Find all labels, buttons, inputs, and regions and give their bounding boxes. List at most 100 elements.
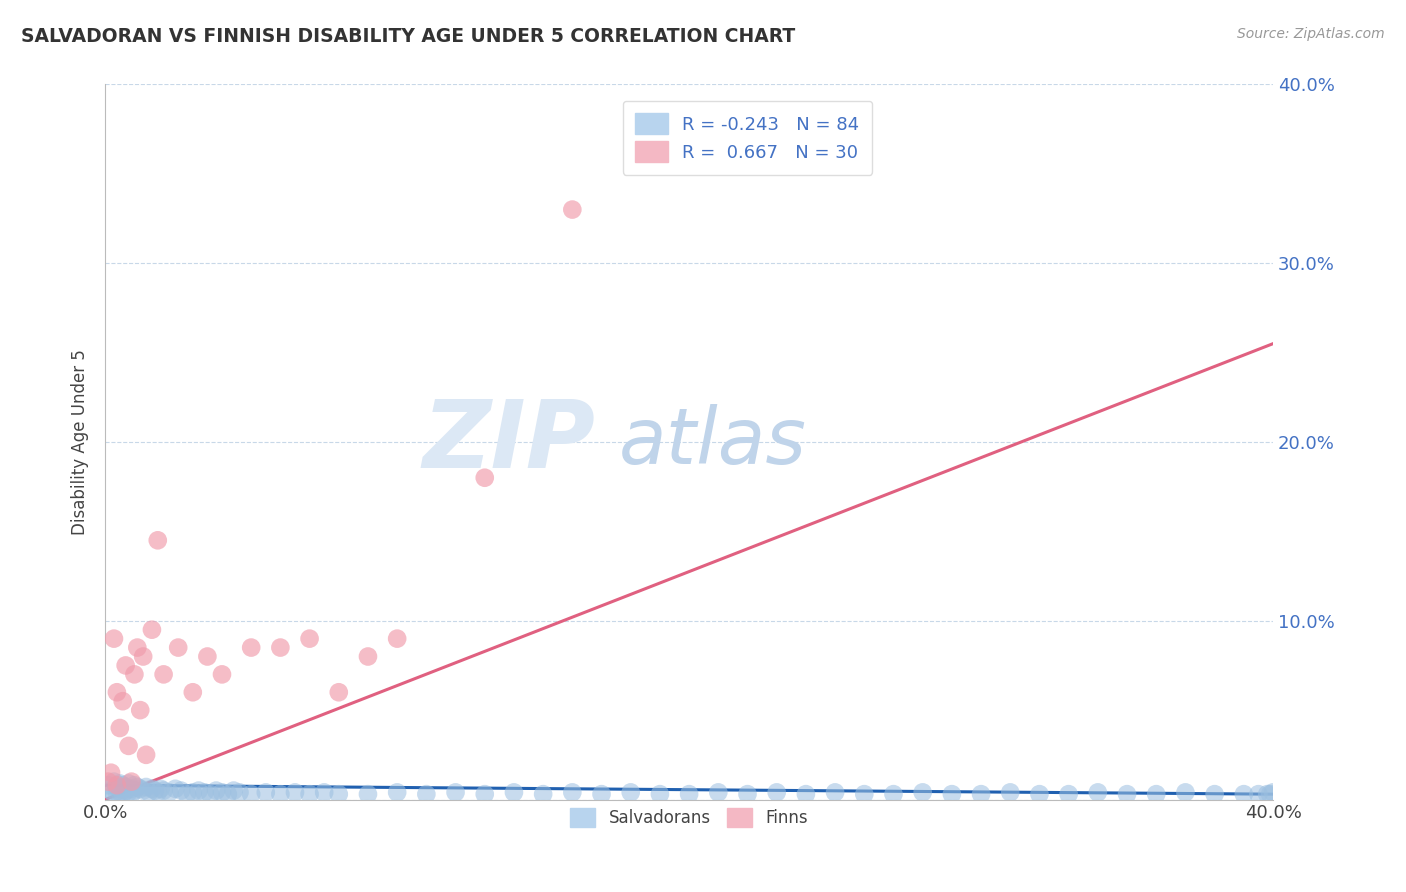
Point <box>121 781 143 796</box>
Point <box>385 632 408 646</box>
Point <box>284 785 307 799</box>
Point <box>114 780 136 794</box>
Point <box>1256 787 1278 801</box>
Point <box>117 776 139 790</box>
Point <box>970 787 993 801</box>
Point <box>737 787 759 801</box>
Point <box>678 787 700 801</box>
Point <box>1247 787 1270 801</box>
Point <box>111 694 134 708</box>
Point <box>167 640 190 655</box>
Point <box>1261 785 1284 799</box>
Point <box>415 787 437 801</box>
Point <box>121 787 143 801</box>
Point <box>143 783 166 797</box>
Point <box>357 649 380 664</box>
Point <box>127 780 149 794</box>
Point <box>1144 787 1167 801</box>
Point <box>132 649 155 664</box>
Point <box>1000 785 1022 799</box>
Point <box>1233 787 1256 801</box>
Point <box>159 785 181 799</box>
Point <box>105 785 128 799</box>
Point <box>385 785 408 799</box>
Point <box>474 787 496 801</box>
Point <box>152 783 174 797</box>
Point <box>474 471 496 485</box>
Point <box>121 774 143 789</box>
Point <box>138 785 160 799</box>
Point <box>129 703 152 717</box>
Point <box>124 778 146 792</box>
Point <box>181 685 204 699</box>
Point <box>170 783 193 797</box>
Point <box>648 787 671 801</box>
Point <box>124 783 146 797</box>
Point <box>146 785 169 799</box>
Legend: Salvadorans, Finns: Salvadorans, Finns <box>564 802 815 834</box>
Point <box>108 785 131 799</box>
Point <box>1258 787 1281 801</box>
Point <box>240 640 263 655</box>
Point <box>314 785 336 799</box>
Y-axis label: Disability Age Under 5: Disability Age Under 5 <box>72 349 89 535</box>
Point <box>108 781 131 796</box>
Point <box>117 739 139 753</box>
Point <box>105 778 128 792</box>
Point <box>135 780 157 794</box>
Point <box>141 623 163 637</box>
Point <box>149 781 172 796</box>
Point <box>531 787 554 801</box>
Point <box>853 787 876 801</box>
Point <box>561 785 583 799</box>
Point <box>197 649 219 664</box>
Point <box>129 781 152 796</box>
Point <box>269 787 291 801</box>
Point <box>211 785 233 799</box>
Point <box>1204 787 1226 801</box>
Point <box>111 778 134 792</box>
Point <box>193 785 215 799</box>
Point <box>824 785 846 799</box>
Point <box>240 787 263 801</box>
Point <box>765 785 787 799</box>
Text: SALVADORAN VS FINNISH DISABILITY AGE UNDER 5 CORRELATION CHART: SALVADORAN VS FINNISH DISABILITY AGE UND… <box>21 27 796 45</box>
Point <box>561 202 583 217</box>
Point <box>111 787 134 801</box>
Point <box>228 785 250 799</box>
Point <box>1028 787 1050 801</box>
Point <box>135 747 157 762</box>
Point <box>176 787 198 801</box>
Point <box>911 785 934 799</box>
Point <box>187 783 209 797</box>
Point <box>165 781 187 796</box>
Point <box>503 785 526 799</box>
Point <box>205 783 228 797</box>
Point <box>222 783 245 797</box>
Point <box>200 787 222 801</box>
Point <box>103 632 125 646</box>
Point <box>108 721 131 735</box>
Point <box>211 667 233 681</box>
Point <box>100 765 122 780</box>
Text: atlas: atlas <box>619 404 807 480</box>
Text: ZIP: ZIP <box>423 396 596 488</box>
Point <box>444 785 467 799</box>
Point <box>328 685 350 699</box>
Point <box>117 785 139 799</box>
Point <box>1174 785 1197 799</box>
Point <box>97 774 120 789</box>
Point <box>181 785 204 799</box>
Point <box>114 783 136 797</box>
Point <box>620 785 643 799</box>
Point <box>1057 787 1080 801</box>
Point <box>105 685 128 699</box>
Point <box>103 787 125 801</box>
Point <box>217 787 239 801</box>
Point <box>298 632 321 646</box>
Point <box>1116 787 1139 801</box>
Point <box>132 783 155 797</box>
Point <box>357 787 380 801</box>
Point <box>1087 785 1109 799</box>
Point <box>103 774 125 789</box>
